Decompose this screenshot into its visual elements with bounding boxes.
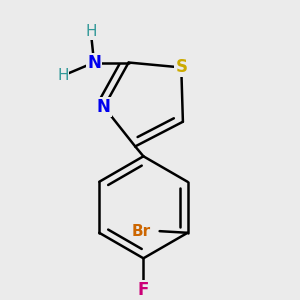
Text: Br: Br	[132, 224, 151, 238]
Text: N: N	[97, 98, 111, 116]
Text: H: H	[57, 68, 69, 83]
Text: F: F	[138, 280, 149, 298]
Text: N: N	[87, 53, 101, 71]
Text: H: H	[85, 24, 97, 39]
Text: S: S	[175, 58, 187, 76]
